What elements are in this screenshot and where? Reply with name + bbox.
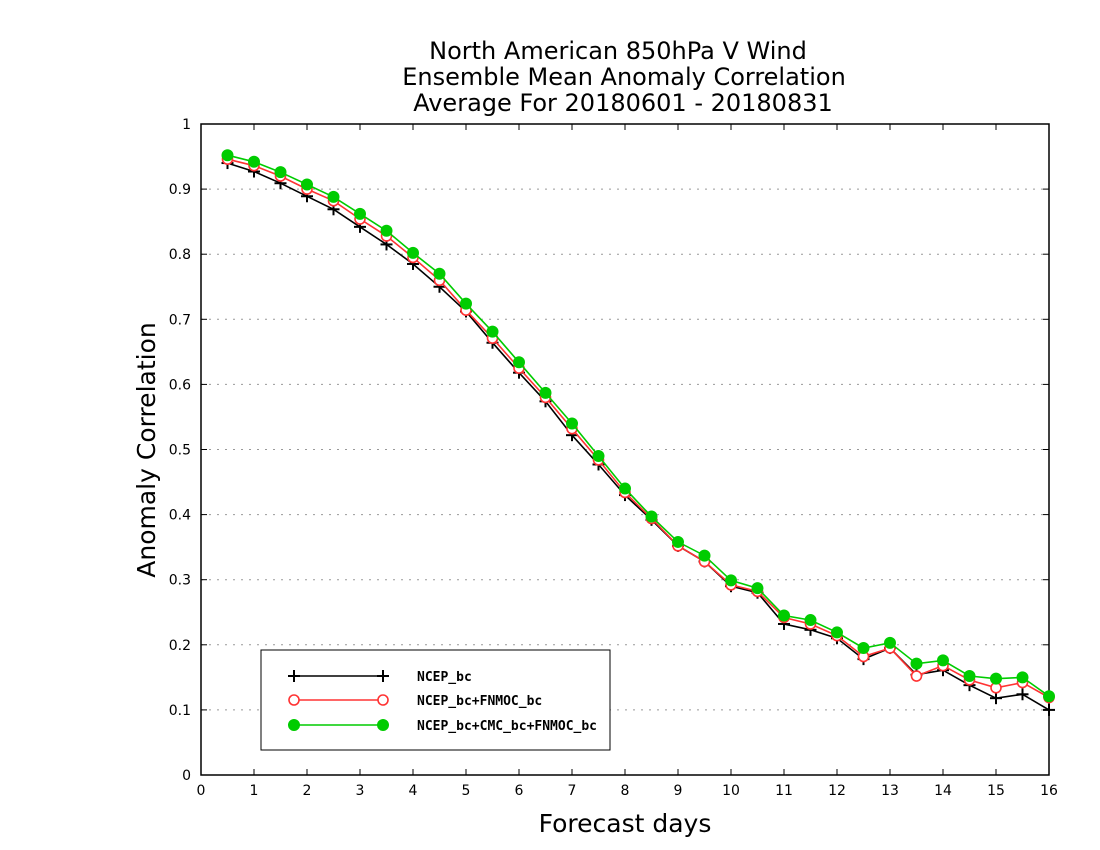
data-point — [751, 582, 764, 595]
data-point — [539, 386, 552, 399]
data-point — [221, 149, 234, 162]
data-point — [1043, 690, 1055, 703]
series-1 — [221, 157, 1055, 716]
series-lines — [221, 149, 1055, 716]
legend-label: NCEP_bc+CMC_bc+FNMOC_bc — [417, 719, 597, 734]
x-axis-title: Forecast days — [539, 809, 712, 838]
data-point — [698, 549, 711, 562]
x-tick-label: 0 — [197, 783, 206, 799]
y-tick-label: 0.7 — [169, 312, 191, 328]
data-point — [619, 482, 631, 495]
data-point — [407, 246, 419, 259]
data-point — [672, 535, 684, 548]
y-tick-label: 0 — [182, 768, 191, 784]
data-point — [433, 267, 446, 280]
x-tick-label: 16 — [1040, 783, 1058, 799]
data-point — [288, 670, 300, 682]
data-point — [990, 672, 1002, 685]
y-tick-label: 1 — [182, 117, 191, 133]
data-point — [301, 178, 313, 191]
x-tick-label: 2 — [303, 783, 312, 799]
y-axis-title: Anomaly Correlation — [132, 322, 161, 577]
data-point — [937, 654, 949, 667]
x-tick-label: 6 — [515, 783, 524, 799]
data-point — [566, 417, 578, 430]
y-tick-label: 0.2 — [169, 638, 191, 654]
series-line — [227, 158, 1050, 699]
title-line-2: Ensemble Mean Anomaly Correlation — [402, 63, 846, 91]
data-point — [486, 325, 499, 338]
data-point — [288, 694, 300, 706]
data-point — [377, 719, 389, 731]
x-tick-label: 5 — [462, 783, 471, 799]
axis-ticks: 00.10.20.30.40.50.60.70.80.910 1 2 3 4 5 6 7 8 9 1… — [169, 117, 1058, 799]
data-point — [288, 719, 300, 731]
data-point — [377, 694, 389, 706]
series-line — [227, 154, 1050, 697]
x-tick-label: 12 — [828, 783, 846, 799]
series-line — [227, 162, 1050, 711]
y-tick-label: 0.6 — [169, 377, 191, 393]
y-tick-label: 0.8 — [169, 247, 191, 263]
y-tick-label: 0.3 — [169, 573, 191, 589]
data-point — [857, 642, 870, 655]
data-point — [513, 356, 525, 369]
x-tick-label: 13 — [881, 783, 899, 799]
title-line-3: Average For 20180601 - 20180831 — [413, 89, 833, 117]
data-point — [1016, 688, 1029, 701]
data-point — [910, 657, 923, 670]
x-tick-label: 4 — [409, 783, 418, 799]
data-point — [248, 155, 260, 168]
legend-entry: NCEP_bc+CMC_bc+FNMOC_bc — [288, 719, 597, 734]
series-2 — [221, 153, 1055, 704]
legend-entry: NCEP_bc — [288, 670, 472, 685]
series-3 — [221, 149, 1055, 703]
data-point — [274, 166, 287, 179]
y-tick-label: 0.1 — [169, 703, 191, 719]
data-point — [778, 609, 790, 622]
y-tick-label: 0.9 — [169, 182, 191, 198]
legend: NCEP_bc NCEP_bc+FNMOC_bc NCEP_bc+CMC_bc+FN… — [260, 649, 611, 751]
data-point — [910, 670, 923, 682]
x-tick-label: 11 — [775, 783, 793, 799]
legend-label: NCEP_bc — [417, 670, 472, 685]
x-tick-label: 7 — [568, 783, 577, 799]
title-line-1: North American 850hPa V Wind — [429, 37, 807, 65]
data-point — [380, 224, 393, 237]
x-tick-label: 3 — [356, 783, 365, 799]
x-tick-label: 10 — [722, 783, 740, 799]
x-tick-label: 9 — [674, 783, 683, 799]
x-tick-label: 8 — [621, 783, 630, 799]
grid — [201, 188, 1049, 711]
data-point — [804, 614, 817, 627]
x-tick-label: 15 — [987, 783, 1005, 799]
y-tick-label: 0.5 — [169, 443, 191, 459]
legend-label: NCEP_bc+FNMOC_bc — [417, 694, 542, 709]
data-point — [725, 574, 737, 587]
legend-entry: NCEP_bc+FNMOC_bc — [288, 694, 542, 709]
x-tick-label: 1 — [250, 783, 259, 799]
data-point — [645, 510, 658, 523]
y-tick-label: 0.4 — [169, 508, 191, 524]
data-point — [884, 636, 896, 649]
x-tick-label: 14 — [934, 783, 952, 799]
data-point — [831, 626, 843, 639]
data-point — [377, 670, 389, 682]
data-point — [460, 297, 472, 310]
data-point — [327, 190, 340, 203]
data-point — [592, 450, 605, 463]
data-point — [963, 670, 976, 683]
data-point — [1016, 671, 1029, 684]
chart-title: North American 850hPa V Wind Ensemble Me… — [402, 37, 846, 117]
data-point — [1043, 703, 1055, 716]
data-point — [354, 207, 366, 220]
data-point — [990, 692, 1002, 705]
